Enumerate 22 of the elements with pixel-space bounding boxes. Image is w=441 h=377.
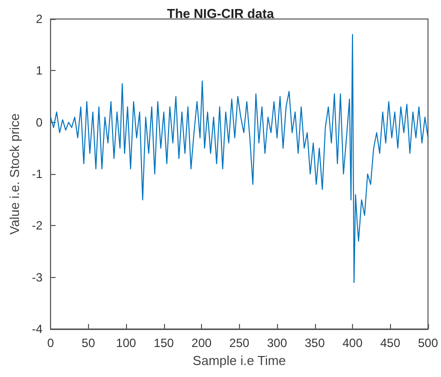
x-tick-label: 400 — [342, 336, 363, 350]
x-tick-label: 50 — [82, 336, 96, 350]
x-axis-title: Sample i.e Time — [192, 353, 286, 368]
x-tick-label: 100 — [116, 336, 136, 350]
chart-title: The NIG-CIR data — [167, 6, 275, 21]
y-tick-label: -1 — [32, 167, 43, 181]
y-tick-label: 2 — [36, 12, 43, 26]
y-tick-label: 0 — [36, 115, 43, 130]
x-tick-label: 0 — [47, 336, 54, 350]
y-tick-label: -3 — [32, 270, 43, 284]
y-axis-title: Value i.e. Stock price — [7, 113, 22, 235]
y-tick-label: -2 — [32, 218, 43, 233]
x-tick-label: 250 — [229, 336, 250, 350]
x-tick-label: 500 — [418, 336, 438, 350]
line-series — [50, 34, 428, 283]
x-tick-label: 150 — [154, 336, 174, 350]
x-tick-label: 450 — [380, 336, 401, 350]
x-tick-label: 300 — [267, 336, 288, 350]
y-tick-label: -4 — [32, 322, 43, 336]
x-tick-label: 350 — [304, 336, 326, 350]
x-tick-label: 200 — [192, 336, 212, 350]
y-tick-label: 1 — [36, 64, 43, 78]
